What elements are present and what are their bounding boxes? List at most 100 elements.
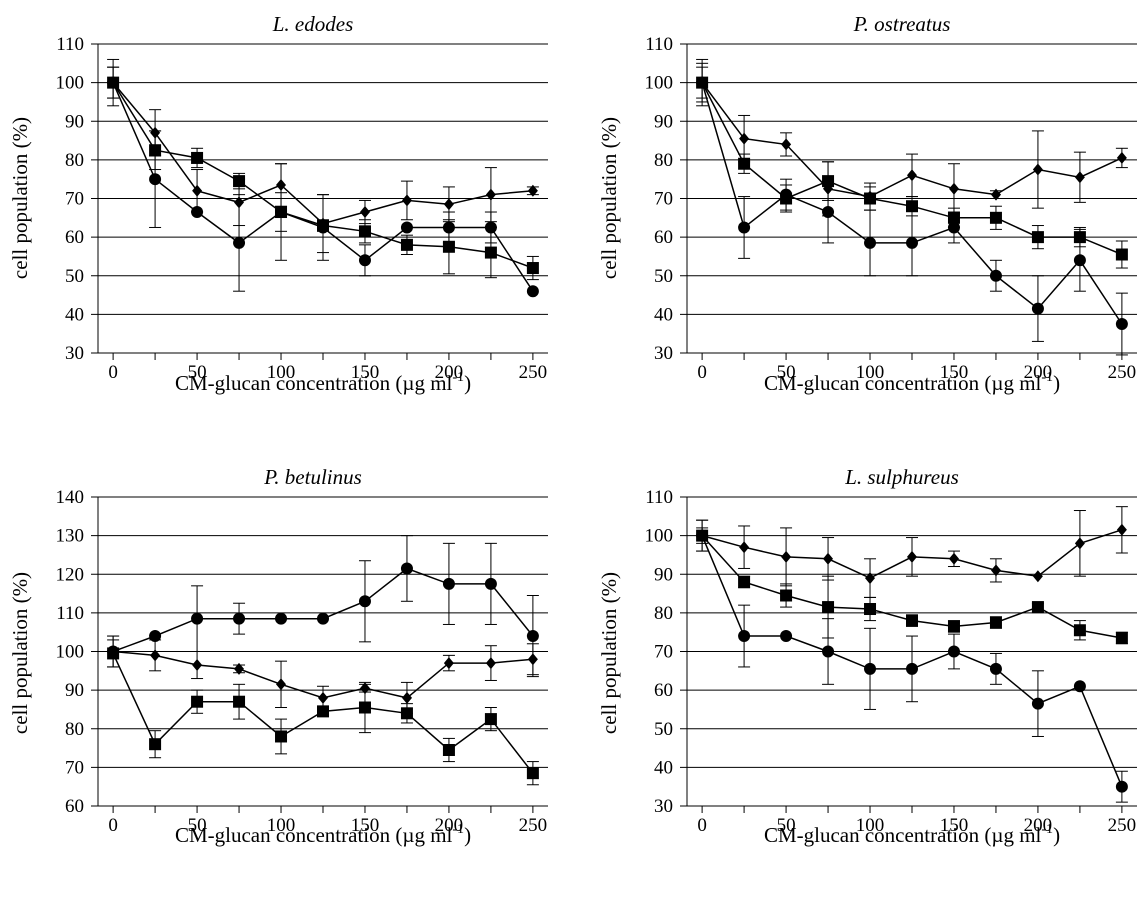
data-point-square [149, 144, 162, 157]
y-tick-label: 140 [56, 487, 85, 508]
data-point-circle [822, 206, 835, 219]
data-point-square [1115, 248, 1128, 261]
gridlines [98, 43, 548, 315]
panel-l-sulphureus: L. sulphureus cell population (%) CM-glu… [597, 465, 1137, 847]
x-tick-label: 250 [1108, 815, 1137, 836]
data-point-square [526, 262, 539, 275]
data-point-diamond [991, 188, 1001, 201]
data-point-square [317, 705, 329, 718]
x-tick-label: 100 [267, 362, 296, 383]
data-point-diamond [527, 184, 538, 197]
data-point-circle [149, 173, 162, 186]
data-point-diamond [739, 541, 750, 554]
y-tick-label: 30 [654, 343, 673, 364]
data-point-circle [1115, 780, 1128, 793]
x-tick-label: 50 [188, 815, 207, 836]
x-tick-label: 50 [777, 815, 796, 836]
y-tick-label: 110 [645, 487, 673, 508]
x-tick-label: 250 [519, 815, 548, 836]
data-point-square [484, 713, 497, 726]
y-tick-label: 120 [56, 564, 85, 585]
y-tick-label: 100 [56, 73, 85, 94]
data-point-circle [906, 662, 918, 675]
data-point-circle [400, 221, 413, 234]
x-tick-label: 50 [188, 362, 207, 383]
data-point-square [442, 743, 455, 756]
data-point-square [191, 151, 204, 164]
y-tick-label: 40 [65, 304, 84, 325]
data-point-square [864, 192, 877, 205]
x-axis-label: CM-glucan concentration (µg ml-1) [764, 822, 1060, 847]
data-point-square [442, 240, 455, 253]
data-point-square [822, 601, 835, 614]
data-point-diamond [276, 678, 286, 691]
data-point-circle [1073, 254, 1086, 267]
y-tick-label: 90 [65, 111, 84, 132]
x-tick-label: 150 [940, 815, 969, 836]
data-point-square [400, 707, 413, 720]
data-point-square [696, 76, 709, 89]
y-tick-label: 60 [65, 796, 84, 817]
data-point-square [275, 206, 288, 219]
y-tick-label: 90 [654, 564, 673, 585]
series-diamond [696, 62, 1128, 217]
data-point-circle [400, 562, 413, 575]
data-point-diamond [527, 653, 538, 666]
panel-p-betulinus: P. betulinus cell population (%) CM-gluc… [8, 465, 548, 847]
series-line [112, 567, 534, 653]
y-tick-label: 50 [654, 719, 673, 740]
series-circle [107, 66, 539, 298]
x-axis-unit-close: ) [464, 823, 471, 847]
data-point-square [906, 200, 918, 213]
y-tick-label: 60 [654, 680, 673, 701]
y-tick-label: 50 [65, 266, 84, 287]
x-axis-unit-exponent: -1 [452, 370, 464, 385]
y-tick-label: 60 [65, 227, 84, 248]
data-point-circle [780, 630, 793, 643]
data-point-square [317, 219, 329, 232]
data-point-diamond [907, 550, 917, 563]
x-axis-label-text: CM-glucan concentration [175, 823, 391, 847]
data-point-square [275, 730, 288, 743]
x-axis-label: CM-glucan concentration (µg ml-1) [175, 370, 471, 395]
data-point-circle [526, 285, 539, 298]
data-point-diamond [991, 564, 1001, 577]
x-tick-label: 100 [856, 815, 885, 836]
data-point-diamond [402, 194, 412, 207]
data-point-circle [191, 206, 204, 219]
data-point-circle [947, 645, 960, 658]
data-point-diamond [1116, 151, 1127, 164]
series-square [696, 527, 1128, 645]
y-tick-label: 110 [56, 34, 84, 55]
data-point-circle [989, 269, 1002, 282]
x-axis-label-text: CM-glucan concentration [175, 371, 391, 395]
data-point-circle [1115, 318, 1128, 331]
data-point-square [864, 603, 877, 616]
y-tick-label: 90 [65, 680, 84, 701]
x-axis-unit: (µg ml [984, 371, 1041, 395]
data-point-diamond [192, 659, 203, 671]
y-axis-label: cell population (%) [597, 117, 621, 279]
x-tick-label: 250 [1108, 362, 1137, 383]
data-point-square [149, 738, 162, 751]
x-axis-unit-exponent: -1 [1041, 822, 1053, 837]
data-point-square [738, 575, 751, 588]
x-tick-label: 0 [108, 815, 118, 836]
data-point-square [1115, 631, 1128, 644]
x-tick-label: 150 [351, 815, 380, 836]
x-axis-label-text: CM-glucan concentration [764, 823, 980, 847]
y-tick-label: 80 [654, 150, 673, 171]
y-axis-label: cell population (%) [8, 117, 32, 279]
data-point-circle [1031, 697, 1044, 710]
data-point-diamond [781, 138, 792, 151]
axes: 30 40 50 60 70 80 90 100 110 0 50 100 150 200 250 [56, 34, 548, 383]
data-point-square [107, 647, 120, 660]
data-point-diamond [485, 188, 496, 201]
data-point-circle [442, 577, 455, 590]
data-point-diamond [360, 206, 370, 218]
y-tick-label: 40 [654, 304, 673, 325]
y-tick-label: 100 [645, 73, 674, 94]
panel-title: L. edodes [272, 12, 354, 36]
x-axis-label: CM-glucan concentration (µg ml-1) [764, 370, 1060, 395]
series-square [107, 639, 539, 786]
